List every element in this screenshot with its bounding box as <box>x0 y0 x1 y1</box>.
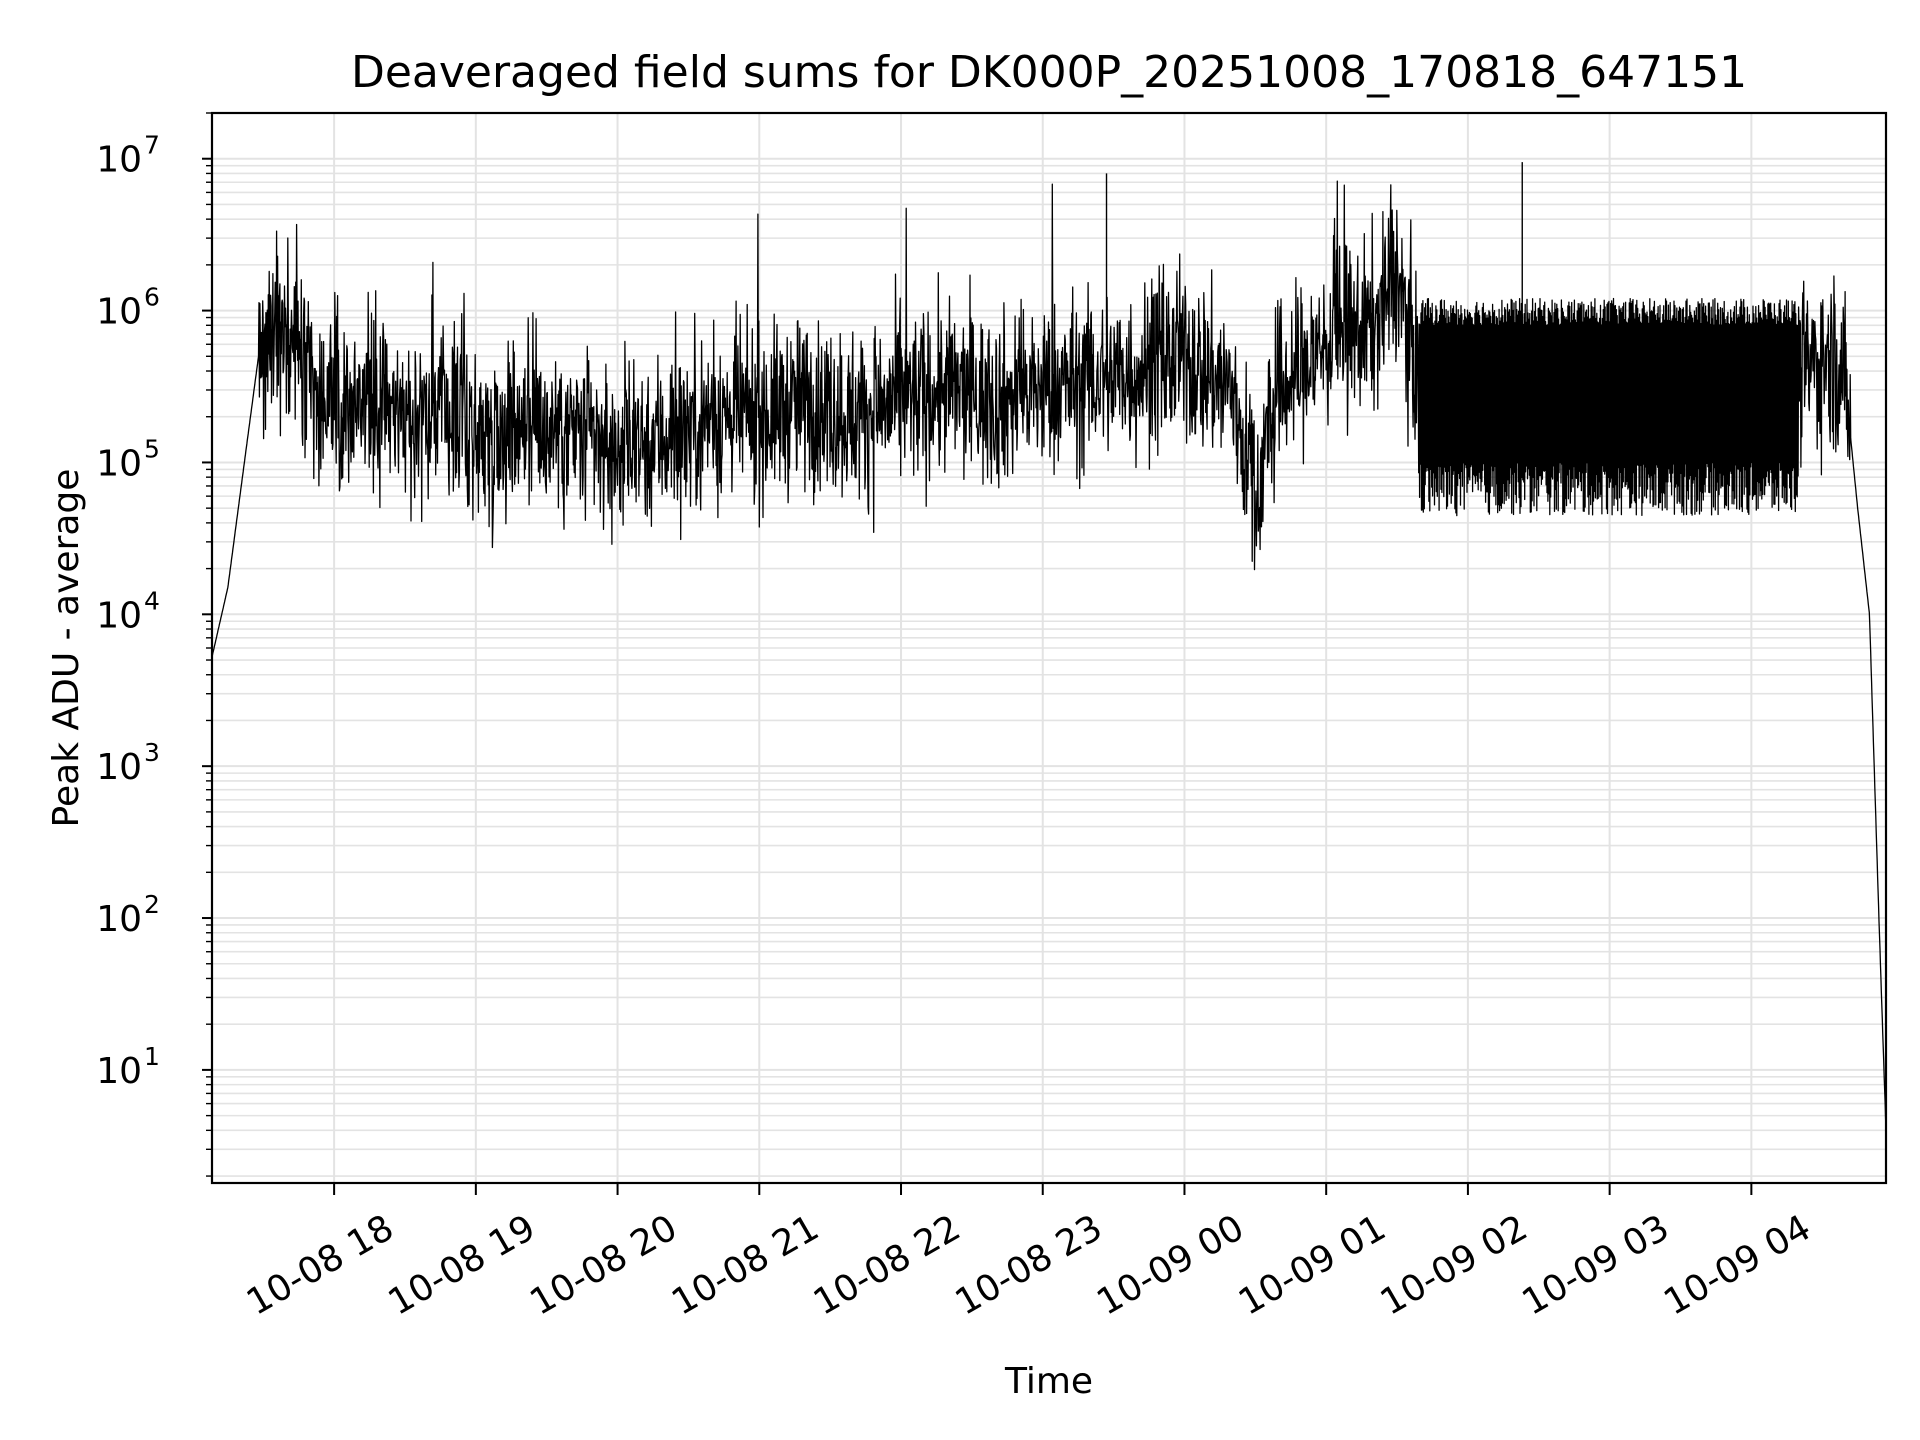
grid <box>212 112 1886 1183</box>
y-tick-label: 10 <box>96 292 142 333</box>
series-layer <box>211 162 1887 1131</box>
y-tick-exponent: 6 <box>144 283 160 312</box>
y-tick-label: 10 <box>96 140 142 181</box>
y-tick-label: 10 <box>96 1051 142 1092</box>
y-tick-exponent: 4 <box>144 586 160 615</box>
y-axis-label: Peak ADU - average <box>46 469 87 828</box>
series-line <box>211 180 1887 1131</box>
y-tick-exponent: 5 <box>144 434 160 463</box>
y-tick-exponent: 1 <box>144 1042 160 1071</box>
y-tick-exponent: 7 <box>144 131 160 160</box>
y-tick-label: 10 <box>96 899 142 940</box>
y-tick-label: 10 <box>96 443 142 484</box>
y-tick-label: 10 <box>96 595 142 636</box>
x-axis-label: Time <box>1004 1361 1093 1402</box>
y-tick-label: 10 <box>96 747 142 788</box>
y-tick-exponent: 2 <box>144 890 160 919</box>
y-tick-exponent: 3 <box>144 738 160 767</box>
chart-title: Deaveraged field sums for DK000P_2025100… <box>351 47 1747 98</box>
